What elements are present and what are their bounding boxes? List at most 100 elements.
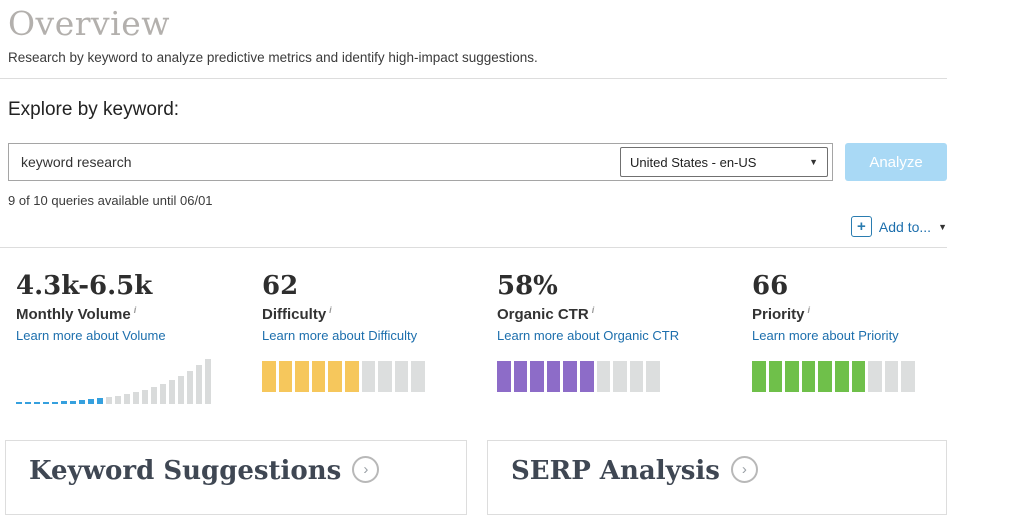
add-to-button[interactable]: + Add to... ▼ [850,216,947,237]
overview-page: Overview Research by keyword to analyze … [0,4,947,515]
histogram-bar [88,398,94,404]
organic-ctr-value: 58% [497,271,558,301]
organic-ctr-label: Organic CTR i [497,305,752,323]
priority-label-text: Priority [752,305,805,323]
search-row: United States - en-US ▼ Analyze [8,143,947,181]
histogram-bar [187,370,193,404]
gauge-segment [311,360,326,392]
gauge-segment [530,360,544,392]
gauge-segment [868,360,882,392]
learn-more-organic-ctr-link[interactable]: Learn more about Organic CTR [497,327,680,343]
histogram-bar [205,358,211,404]
gauge-segment [411,360,425,392]
volume-histogram [16,357,262,404]
gauge-segment [884,360,899,392]
histogram-bar [151,386,157,404]
monthly-volume-value: 4.3k-6.5k [16,271,153,301]
learn-more-volume-link[interactable]: Learn more about Volume [16,327,166,343]
histogram-bar [52,401,58,404]
histogram-bar [106,396,112,404]
priority-value: 66 [752,271,789,301]
info-icon[interactable]: i [591,304,595,315]
histogram-bar [16,401,22,404]
gauge-segment [579,360,594,392]
serp-analysis-title: SERP Analysis [511,455,720,486]
difficulty-label-text: Difficulty [262,305,327,323]
organic-ctr-label-text: Organic CTR [497,305,589,323]
metric-card-organic-ctr: 58% Organic CTR i Learn more about Organi… [497,272,752,404]
organic-ctr-gauge [497,360,752,392]
plus-icon: + [850,216,872,237]
histogram-bar [142,389,148,404]
gauge-segment [629,360,644,392]
gauge-segment [328,360,342,392]
divider-metrics [0,247,947,248]
histogram-bar [34,401,40,404]
metric-card-difficulty: 62 Difficulty i Learn more about Difficul… [262,272,497,404]
gauge-segment [295,360,309,392]
keyword-suggestions-title-row: Keyword Suggestions › [29,456,466,486]
info-icon[interactable]: i [329,304,332,315]
histogram-bar [70,400,76,404]
histogram-bar [196,364,202,404]
learn-more-priority-link[interactable]: Learn more about Priority [752,327,899,343]
gauge-segment [801,360,816,392]
explore-heading: Explore by keyword: [8,99,180,120]
gauge-segment [497,360,511,392]
histogram-bar [169,379,175,404]
gauge-segment [361,360,376,392]
histogram-bar [124,393,130,404]
analyze-button[interactable]: Analyze [845,143,947,181]
gauge-segment [768,360,783,392]
keyword-suggestions-title: Keyword Suggestions [29,455,342,486]
histogram-bar [115,395,121,404]
gauge-segment [901,360,915,392]
gauge-segment [378,360,392,392]
histogram-bar [79,399,85,404]
gauge-segment [834,360,849,392]
serp-analysis-title-row: SERP Analysis › [511,456,946,486]
histogram-bar [160,383,166,404]
gauge-segment [563,360,577,392]
gauge-segment [394,360,409,392]
gauge-segment [344,360,359,392]
difficulty-value: 62 [262,271,299,301]
histogram-bar [97,397,103,404]
priority-gauge [752,360,931,392]
panels-row: Keyword Suggestions › SERP Analysis › [5,439,947,515]
metrics-row: 4.3k-6.5k Monthly Volume i Learn more abo… [0,272,947,404]
metric-card-monthly-volume: 4.3k-6.5k Monthly Volume i Learn more abo… [16,272,262,404]
difficulty-gauge [262,360,497,392]
add-to-label: Add to... [878,218,932,235]
gauge-segment [818,360,832,392]
keyword-input-wrapper: United States - en-US ▼ [8,143,833,181]
locale-dropdown-value: United States - en-US [630,154,757,170]
difficulty-label: Difficulty i [262,305,497,323]
gauge-segment [613,360,627,392]
gauge-segment [596,360,611,392]
add-to-row: + Add to... ▼ [0,216,947,237]
gauge-segment [513,360,528,392]
page-title: Overview [8,4,170,43]
info-icon[interactable]: i [133,304,137,315]
priority-label: Priority i [752,305,931,323]
learn-more-difficulty-link[interactable]: Learn more about Difficulty [262,327,418,343]
keyword-input[interactable] [9,144,620,180]
locale-dropdown[interactable]: United States - en-US ▼ [620,147,828,177]
page-subtitle: Research by keyword to analyze predictiv… [8,50,538,65]
gauge-segment [752,360,766,392]
chevron-right-icon[interactable]: › [730,456,758,484]
info-icon[interactable]: i [807,304,811,315]
metric-card-priority: 66 Priority i Learn more about Priority [752,272,931,404]
histogram-bar [25,401,31,404]
chevron-right-icon[interactable]: › [352,456,380,484]
gauge-segment [851,360,866,392]
chevron-down-icon: ▼ [809,157,818,167]
keyword-suggestions-panel[interactable]: Keyword Suggestions › [5,439,467,515]
divider-top [0,78,947,79]
histogram-bar [178,375,184,404]
serp-analysis-panel[interactable]: SERP Analysis › [487,439,947,515]
gauge-segment [262,360,276,392]
monthly-volume-label-text: Monthly Volume [16,305,131,323]
histogram-bar [43,401,49,404]
